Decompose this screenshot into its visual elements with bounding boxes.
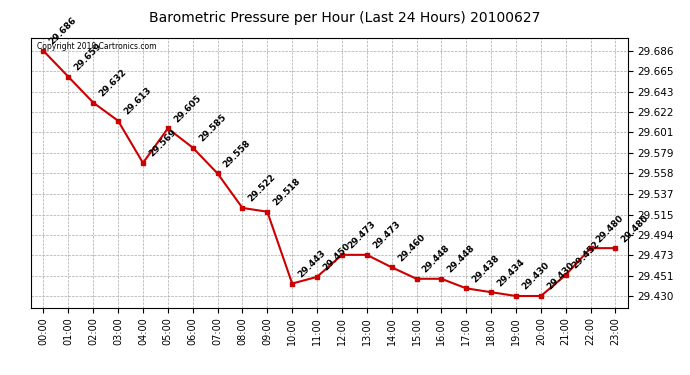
Text: 29.430: 29.430 — [545, 261, 576, 292]
Text: 29.522: 29.522 — [246, 173, 277, 204]
Text: 29.585: 29.585 — [197, 112, 228, 144]
Text: 29.434: 29.434 — [495, 257, 526, 288]
Text: 29.569: 29.569 — [147, 128, 178, 159]
Text: 29.605: 29.605 — [172, 93, 203, 124]
Text: 29.450: 29.450 — [322, 242, 352, 273]
Text: 29.448: 29.448 — [446, 243, 477, 274]
Text: 29.686: 29.686 — [48, 16, 79, 47]
Text: 29.460: 29.460 — [396, 232, 426, 263]
Text: 29.518: 29.518 — [271, 177, 302, 208]
Text: 29.430: 29.430 — [520, 261, 551, 292]
Text: 29.480: 29.480 — [595, 213, 626, 244]
Text: 29.452: 29.452 — [570, 240, 601, 271]
Text: 29.613: 29.613 — [122, 86, 153, 117]
Text: 29.448: 29.448 — [421, 243, 452, 274]
Text: 29.438: 29.438 — [471, 253, 502, 284]
Text: 29.473: 29.473 — [346, 219, 377, 251]
Text: 29.473: 29.473 — [371, 219, 402, 251]
Text: Barometric Pressure per Hour (Last 24 Hours) 20100627: Barometric Pressure per Hour (Last 24 Ho… — [149, 11, 541, 25]
Text: 29.558: 29.558 — [221, 138, 253, 169]
Text: 29.443: 29.443 — [296, 248, 328, 279]
Text: Copyright 2010 Cartronics.com: Copyright 2010 Cartronics.com — [37, 42, 157, 51]
Text: 29.632: 29.632 — [97, 68, 128, 99]
Text: 29.480: 29.480 — [620, 213, 651, 244]
Text: 29.659: 29.659 — [72, 42, 104, 73]
